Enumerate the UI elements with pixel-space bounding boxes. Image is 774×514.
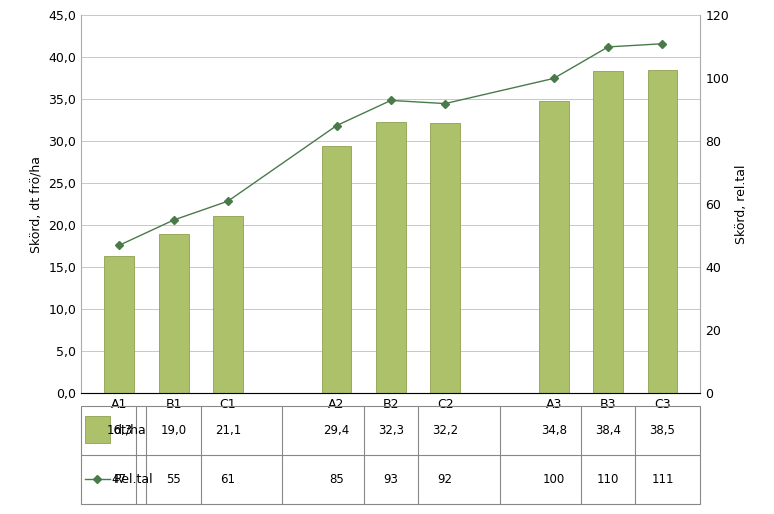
Bar: [648, 70, 677, 393]
Text: 34,8: 34,8: [541, 424, 567, 437]
Text: 92: 92: [437, 473, 453, 486]
Bar: [104, 256, 134, 393]
Text: 93: 93: [383, 473, 399, 486]
Text: 38,4: 38,4: [595, 424, 621, 437]
Bar: [539, 101, 569, 393]
Text: 85: 85: [329, 473, 344, 486]
Text: 19,0: 19,0: [160, 424, 187, 437]
Bar: [85, 416, 109, 443]
Text: 47: 47: [111, 473, 127, 486]
Text: 16,3: 16,3: [106, 424, 132, 437]
Text: 38,5: 38,5: [649, 424, 676, 437]
Bar: [159, 234, 189, 393]
Text: 32,3: 32,3: [378, 424, 404, 437]
Text: Rel.tal: Rel.tal: [113, 473, 153, 486]
Y-axis label: Skörd, rel.tal: Skörd, rel.tal: [735, 164, 748, 244]
Text: 61: 61: [221, 473, 235, 486]
Text: 100: 100: [543, 473, 565, 486]
Bar: [322, 146, 351, 393]
Text: 21,1: 21,1: [215, 424, 241, 437]
Y-axis label: Skörd, dt frö/ha: Skörd, dt frö/ha: [30, 156, 43, 253]
Bar: [430, 123, 460, 393]
Text: 111: 111: [651, 473, 673, 486]
Text: 55: 55: [166, 473, 181, 486]
Bar: [376, 122, 406, 393]
Text: dt/ha: dt/ha: [113, 424, 146, 437]
Bar: [593, 71, 623, 393]
Text: 32,2: 32,2: [432, 424, 458, 437]
Text: 29,4: 29,4: [324, 424, 350, 437]
Text: 110: 110: [597, 473, 619, 486]
Bar: [213, 216, 243, 393]
